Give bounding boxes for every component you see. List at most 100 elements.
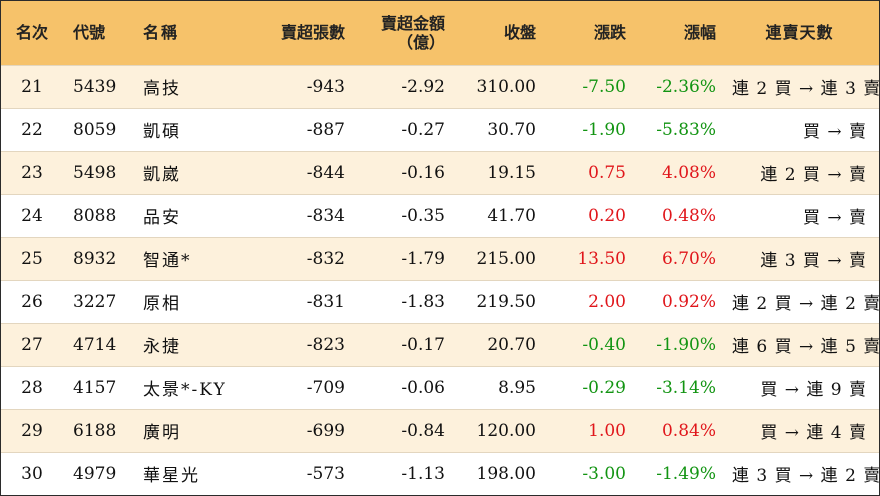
cell-rank: 25 (21, 248, 43, 269)
cell-close: 198.00 (476, 463, 536, 484)
table-row: 30 4979 華星光 -573 -1.13 198.00 -3.00 -1.4… (1, 452, 879, 495)
cell-code: 5498 (73, 162, 117, 183)
cell-change-pct: -1.49% (656, 463, 716, 484)
cell-sell-shares: -831 (306, 291, 345, 312)
cell-name: 廣明 (143, 423, 181, 443)
cell-change: -1.90 (582, 119, 626, 140)
cell-name: 太景*-KY (143, 380, 227, 400)
cell-code: 5439 (73, 76, 117, 97)
header-streak: 連賣天數 (765, 23, 834, 43)
cell-sell-amount: -0.27 (401, 119, 445, 140)
cell-code: 8088 (73, 205, 117, 226)
cell-streak: 連 2 買 → 賣 (760, 165, 867, 185)
cell-sell-amount: -0.84 (401, 420, 445, 441)
table-row: 27 4714 永捷 -823 -0.17 20.70 -0.40 -1.90%… (1, 323, 879, 366)
cell-name: 品安 (143, 208, 181, 228)
header-change: 漲跌 (593, 23, 626, 43)
cell-code: 3227 (73, 291, 117, 312)
cell-sell-shares: -709 (306, 377, 345, 398)
cell-sell-amount: -0.06 (401, 377, 445, 398)
cell-change-pct: 0.48% (661, 205, 716, 226)
table-row: 29 6188 廣明 -699 -0.84 120.00 1.00 0.84% … (1, 409, 879, 452)
cell-close: 8.95 (498, 377, 536, 398)
cell-sell-amount: -0.17 (401, 334, 445, 355)
cell-change: 0.20 (588, 205, 626, 226)
cell-change-pct: -1.90% (656, 334, 716, 355)
table-row: 21 5439 高技 -943 -2.92 310.00 -7.50 -2.36… (1, 65, 879, 108)
cell-code: 4157 (73, 377, 117, 398)
cell-streak: 連 3 買 → 連 2 賣 (732, 466, 880, 487)
cell-sell-shares: -887 (306, 119, 345, 140)
cell-close: 120.00 (476, 420, 536, 441)
cell-sell-amount: -1.83 (401, 291, 445, 312)
cell-sell-shares: -573 (306, 463, 345, 484)
header-name: 名稱 (143, 23, 180, 43)
cell-close: 219.50 (476, 291, 536, 312)
cell-sell-amount: -1.79 (401, 248, 445, 269)
cell-sell-shares: -832 (306, 248, 345, 269)
cell-rank: 28 (21, 377, 43, 398)
cell-streak: 買 → 連 4 賣 (760, 423, 867, 443)
cell-close: 215.00 (476, 248, 536, 269)
cell-change: 2.00 (588, 291, 626, 312)
cell-rank: 30 (21, 463, 43, 484)
cell-streak: 連 2 買 → 連 3 賣 (732, 79, 880, 99)
header-sell-amount: 賣超金額 （億） (353, 1, 453, 65)
cell-streak: 買 → 連 9 賣 (760, 380, 867, 400)
cell-rank: 21 (21, 76, 43, 97)
table-row: 28 4157 太景*-KY -709 -0.06 8.95 -0.29 -3.… (1, 366, 879, 409)
cell-change-pct: 6.70% (661, 248, 716, 269)
cell-change: 13.50 (577, 248, 626, 269)
cell-streak: 連 2 買 → 連 2 賣 (732, 294, 880, 314)
header-sell-amount-line1: 賣超金額 (380, 13, 445, 33)
cell-name: 凱碩 (143, 122, 181, 142)
header-close: 收盤 (503, 23, 536, 43)
table-row: 25 8932 智通* -832 -1.79 215.00 13.50 6.70… (1, 237, 879, 280)
table-row: 22 8059 凱碩 -887 -0.27 30.70 -1.90 -5.83%… (1, 108, 879, 151)
header-code: 代號 (73, 23, 106, 43)
cell-change: 1.00 (588, 420, 626, 441)
cell-name: 華星光 (143, 466, 200, 487)
cell-change-pct: 0.84% (661, 420, 716, 441)
cell-streak: 連 6 買 → 連 5 賣 (732, 337, 880, 357)
cell-name: 智通* (143, 251, 192, 271)
cell-close: 19.15 (487, 162, 536, 183)
cell-change-pct: -3.14% (656, 377, 716, 398)
cell-change-pct: -5.83% (656, 119, 716, 140)
header-rank: 名次 (15, 23, 48, 43)
cell-sell-shares: -943 (306, 76, 345, 97)
cell-code: 8932 (73, 248, 117, 269)
cell-change-pct: 4.08% (661, 162, 716, 183)
cell-sell-amount: -0.16 (401, 162, 445, 183)
cell-sell-shares: -834 (306, 205, 345, 226)
cell-streak: 連 3 買 → 賣 (760, 251, 867, 271)
cell-code: 8059 (73, 119, 117, 140)
cell-close: 41.70 (487, 205, 536, 226)
cell-rank: 23 (21, 162, 43, 183)
cell-rank: 26 (21, 291, 43, 312)
cell-name: 凱崴 (143, 165, 181, 185)
cell-sell-amount: -2.92 (401, 76, 445, 97)
cell-change: -0.40 (582, 334, 626, 355)
header-row: 名次 代號 名稱 賣超張數 賣超金額 （億） 收盤 漲跌 漲幅 連賣天數 (1, 1, 879, 65)
header-sell-amount-line2: （億） (396, 32, 445, 52)
table-row: 26 3227 原相 -831 -1.83 219.50 2.00 0.92% … (1, 280, 879, 323)
cell-code: 4979 (73, 463, 117, 484)
cell-sell-shares: -844 (306, 162, 345, 183)
header-change-pct: 漲幅 (683, 23, 716, 43)
cell-streak: 買 → 賣 (802, 122, 867, 142)
cell-change-pct: 0.92% (661, 291, 716, 312)
cell-change: -7.50 (582, 76, 626, 97)
cell-rank: 22 (21, 119, 43, 140)
cell-code: 6188 (73, 420, 117, 441)
cell-name: 原相 (143, 294, 181, 314)
cell-streak: 買 → 賣 (802, 208, 867, 228)
cell-name: 高技 (143, 79, 181, 99)
cell-change: 0.75 (588, 162, 626, 183)
cell-change: -3.00 (582, 463, 626, 484)
cell-name: 永捷 (143, 337, 181, 357)
cell-change-pct: -2.36% (656, 76, 716, 97)
cell-sell-amount: -1.13 (401, 463, 445, 484)
